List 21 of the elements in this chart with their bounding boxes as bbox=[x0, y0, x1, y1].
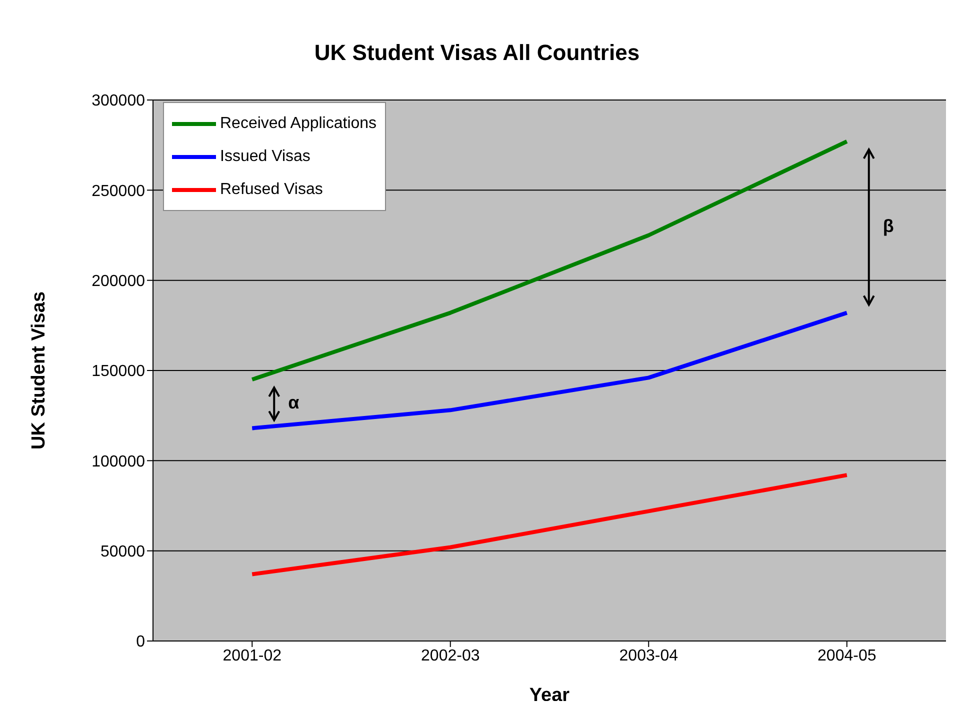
y-tick-label: 300000 bbox=[92, 92, 146, 110]
x-tick-label: 2004-05 bbox=[818, 647, 876, 664]
x-tick-label: 2003-04 bbox=[619, 647, 678, 664]
x-tick-label: 2001-02 bbox=[222, 647, 282, 664]
annotation: β bbox=[882, 216, 894, 236]
legend-label: Issued Visas bbox=[220, 148, 310, 166]
y-tick-label: 50000 bbox=[100, 544, 146, 561]
y-tick-label: 250000 bbox=[92, 182, 146, 200]
y-tick-label: 100000 bbox=[92, 453, 146, 470]
y-tick-label: 200000 bbox=[92, 273, 146, 290]
x-axis-title: Year bbox=[529, 685, 570, 706]
x-tick-label: 2002-03 bbox=[421, 647, 480, 664]
chart-title: UK Student Visas All Countries bbox=[313, 40, 641, 66]
y-axis-title: UK Student Visas bbox=[28, 291, 50, 450]
legend-label: Refused Visas bbox=[220, 180, 323, 198]
y-tick-label: 150000 bbox=[92, 363, 146, 380]
line-series bbox=[250, 473, 849, 576]
annotation: α bbox=[288, 392, 300, 413]
legend-label: Received Applications bbox=[220, 114, 377, 132]
y-tick-label: 0 bbox=[136, 634, 146, 651]
line-series bbox=[250, 310, 849, 430]
